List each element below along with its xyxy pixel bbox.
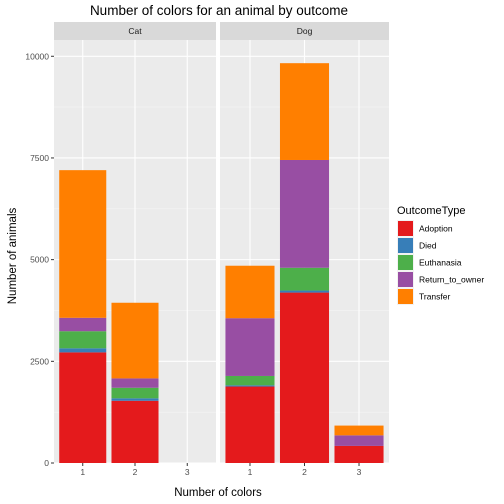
legend-swatch bbox=[398, 289, 413, 304]
bar-segment-dog-3-return_to_owner bbox=[334, 435, 384, 446]
bar-segment-dog-1-transfer bbox=[225, 265, 275, 319]
x-tick-label: 1 bbox=[248, 467, 253, 477]
facet-strip bbox=[220, 22, 389, 40]
bar-segment-dog-1-adoption bbox=[225, 386, 275, 463]
legend-label: Return_to_owner bbox=[419, 275, 484, 285]
y-tick-label: 5000 bbox=[30, 255, 49, 265]
facet-strip bbox=[54, 22, 216, 40]
bar-segment-cat-2-euthanasia bbox=[111, 387, 159, 399]
bar-segment-cat-1-adoption bbox=[59, 352, 107, 463]
bar-segment-dog-1-euthanasia bbox=[225, 375, 275, 386]
bar-segment-dog-2-transfer bbox=[279, 63, 330, 160]
legend-label: Transfer bbox=[419, 292, 451, 302]
legend-swatch bbox=[398, 272, 413, 287]
panel-dog: Dog 1 2 3 bbox=[220, 22, 389, 477]
facet-panels: Cat 1 2 3 Dog 1 2 3 bbox=[54, 22, 389, 477]
bar-segment-dog-2-adoption bbox=[279, 292, 330, 463]
legend-label: Euthanasia bbox=[419, 258, 462, 268]
y-axis: 0 2500 5000 7500 10000 bbox=[25, 51, 54, 468]
y-tick-label: 10000 bbox=[25, 51, 49, 61]
x-tick-label: 3 bbox=[357, 467, 362, 477]
legend-label: Adoption bbox=[419, 224, 453, 234]
x-tick-label: 2 bbox=[302, 467, 307, 477]
bar-segment-cat-1-transfer bbox=[59, 170, 107, 318]
facet-label: Dog bbox=[297, 26, 313, 36]
bar-segment-cat-2-return_to_owner bbox=[111, 378, 159, 388]
legend-swatch bbox=[398, 238, 413, 253]
bar-segment-cat-2-adoption bbox=[111, 400, 159, 463]
bar-segment-dog-1-died bbox=[225, 385, 275, 387]
bar-segment-dog-2-return_to_owner bbox=[279, 159, 330, 268]
bar-segment-cat-1-return_to_owner bbox=[59, 317, 107, 332]
y-tick-label: 7500 bbox=[30, 153, 49, 163]
y-tick-label: 2500 bbox=[30, 356, 49, 366]
bar-segment-cat-2-died bbox=[111, 398, 159, 401]
bar-segment-dog-2-died bbox=[279, 290, 330, 293]
bar-segment-dog-2-euthanasia bbox=[279, 267, 330, 291]
x-tick-label: 3 bbox=[185, 467, 190, 477]
legend: OutcomeType Adoption Died Euthanasia Return… bbox=[397, 205, 484, 305]
panel-cat: Cat 1 2 3 bbox=[54, 22, 216, 477]
y-axis-title: Number of animals bbox=[7, 207, 19, 304]
chart-title: Number of colors for an animal by outcom… bbox=[90, 3, 348, 18]
legend-label: Died bbox=[419, 241, 437, 251]
bar-segment-cat-1-died bbox=[59, 348, 107, 353]
bar-segment-cat-1-euthanasia bbox=[59, 331, 107, 349]
legend-swatch bbox=[398, 255, 413, 270]
bar-segment-dog-3-transfer bbox=[334, 425, 384, 436]
x-tick-label: 2 bbox=[133, 467, 138, 477]
y-tick-label: 0 bbox=[44, 458, 49, 468]
facet-label: Cat bbox=[128, 26, 142, 36]
bar-segment-dog-1-return_to_owner bbox=[225, 318, 275, 376]
bar-segment-dog-3-adoption bbox=[334, 445, 384, 463]
x-axis-title: Number of colors bbox=[174, 487, 262, 499]
x-tick-label: 1 bbox=[80, 467, 85, 477]
legend-swatch bbox=[398, 221, 413, 236]
bar-segment-cat-2-transfer bbox=[111, 302, 159, 379]
legend-title: OutcomeType bbox=[397, 205, 465, 217]
